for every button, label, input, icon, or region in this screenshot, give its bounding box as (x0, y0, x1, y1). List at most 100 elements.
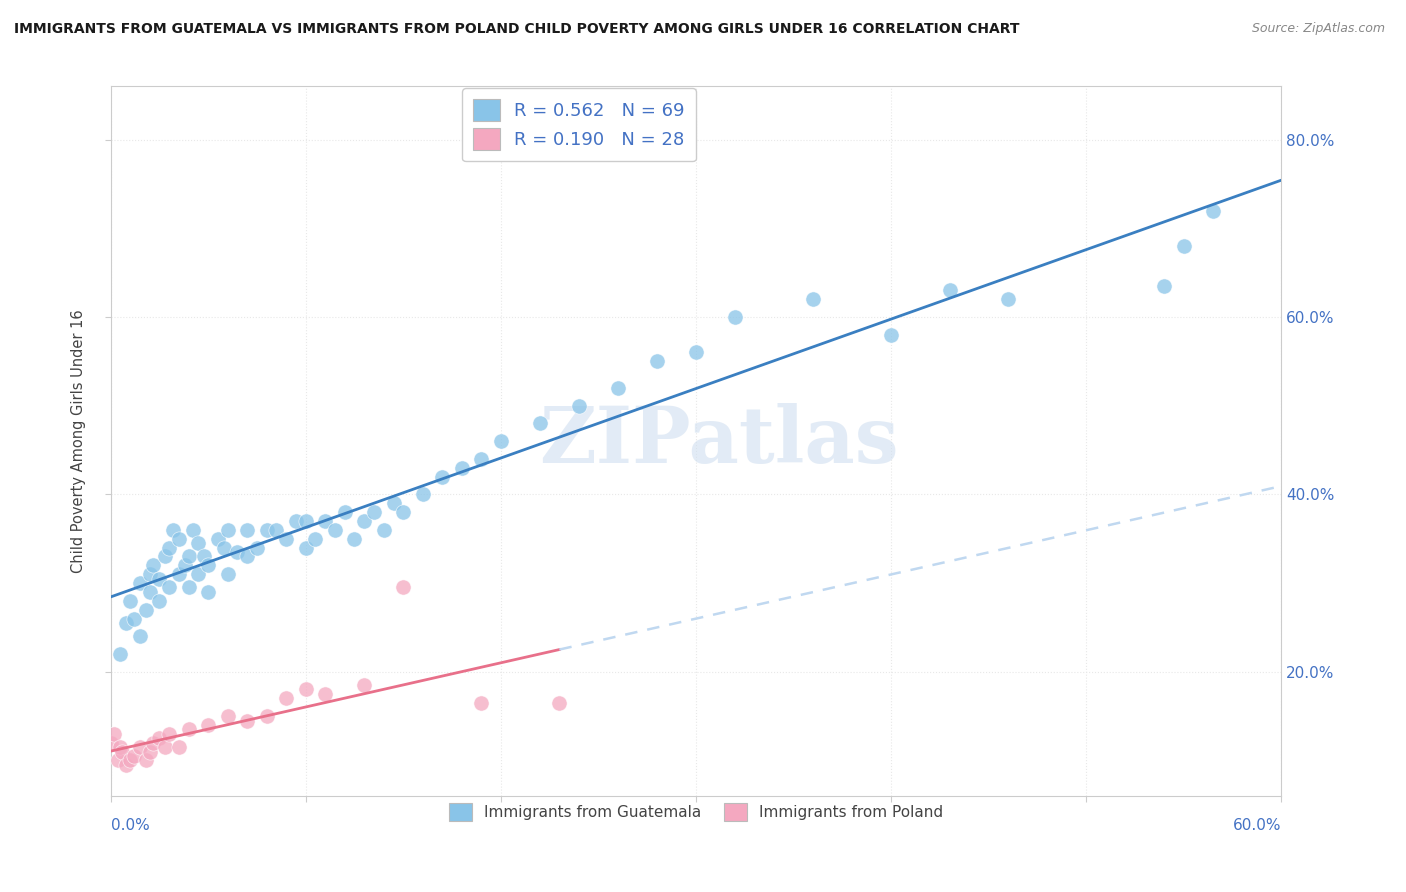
Text: 0.0%: 0.0% (111, 818, 149, 833)
Point (187, 567, 209, 582)
Point (353, 678, 375, 692)
Point (236, 714, 259, 728)
Text: Source: ZipAtlas.com: Source: ZipAtlas.com (1251, 22, 1385, 36)
Point (122, 749, 145, 764)
Point (135, 602, 157, 616)
Point (167, 532, 190, 546)
Point (256, 709, 278, 723)
Point (177, 581, 200, 595)
Point (276, 532, 298, 546)
Point (548, 696, 571, 710)
Point (333, 505, 356, 519)
Point (115, 758, 138, 772)
Point (135, 754, 157, 768)
Point (138, 585, 160, 599)
Point (167, 567, 190, 582)
Point (450, 460, 472, 475)
Point (197, 718, 219, 732)
Point (173, 558, 195, 573)
Point (181, 523, 204, 537)
Point (304, 532, 326, 546)
Point (153, 549, 176, 564)
Point (122, 611, 145, 625)
Point (645, 354, 668, 368)
Point (246, 541, 269, 555)
Y-axis label: Child Poverty Among Girls Under 16: Child Poverty Among Girls Under 16 (72, 310, 86, 573)
Point (489, 434, 512, 449)
Point (606, 381, 628, 395)
Point (432, 469, 454, 483)
Text: 60.0%: 60.0% (1233, 818, 1281, 833)
Point (724, 310, 747, 324)
Point (142, 736, 165, 750)
Point (997, 292, 1019, 306)
Point (294, 541, 316, 555)
Point (148, 572, 170, 586)
Point (128, 576, 150, 591)
Text: ZIPatlas: ZIPatlas (540, 403, 900, 479)
Point (167, 740, 190, 755)
Point (353, 514, 375, 528)
Point (1202, 203, 1225, 218)
Point (217, 567, 239, 582)
Point (314, 514, 336, 528)
Point (266, 523, 288, 537)
Point (115, 615, 138, 630)
Point (148, 731, 170, 746)
Point (314, 687, 336, 701)
Point (142, 558, 165, 573)
Point (392, 581, 415, 595)
Point (138, 567, 160, 582)
Point (100, 736, 122, 750)
Point (217, 523, 239, 537)
Point (187, 536, 209, 550)
Point (343, 532, 366, 546)
Point (193, 549, 215, 564)
Point (110, 647, 132, 661)
Point (138, 745, 160, 759)
Point (392, 505, 415, 519)
Point (685, 345, 707, 359)
Point (197, 558, 219, 573)
Point (412, 487, 434, 501)
Text: IMMIGRANTS FROM GUATEMALA VS IMMIGRANTS FROM POLAND CHILD POVERTY AMONG GIRLS UN: IMMIGRANTS FROM GUATEMALA VS IMMIGRANTS … (14, 22, 1019, 37)
Point (801, 292, 824, 306)
Point (207, 532, 229, 546)
Point (256, 523, 278, 537)
Point (1173, 239, 1195, 253)
Point (103, 727, 125, 741)
Point (236, 549, 259, 564)
Point (382, 496, 405, 510)
Point (1153, 279, 1175, 293)
Point (197, 585, 219, 599)
Point (162, 523, 184, 537)
Point (568, 399, 591, 413)
Point (157, 727, 180, 741)
Point (153, 740, 176, 755)
Point (226, 545, 249, 559)
Point (284, 514, 307, 528)
Point (128, 740, 150, 755)
Point (128, 629, 150, 643)
Point (938, 284, 960, 298)
Point (323, 523, 346, 537)
Point (157, 541, 180, 555)
Point (880, 327, 903, 342)
Point (177, 723, 200, 737)
Point (373, 523, 395, 537)
Point (120, 594, 142, 608)
Point (212, 541, 235, 555)
Point (363, 505, 385, 519)
Point (276, 691, 298, 706)
Point (294, 682, 316, 697)
Point (470, 451, 492, 466)
Legend: Immigrants from Guatemala, Immigrants from Poland: Immigrants from Guatemala, Immigrants fr… (443, 797, 949, 827)
Point (217, 709, 239, 723)
Point (120, 754, 142, 768)
Point (177, 549, 200, 564)
Point (107, 754, 129, 768)
Point (157, 581, 180, 595)
Point (111, 745, 134, 759)
Point (110, 740, 132, 755)
Point (294, 514, 316, 528)
